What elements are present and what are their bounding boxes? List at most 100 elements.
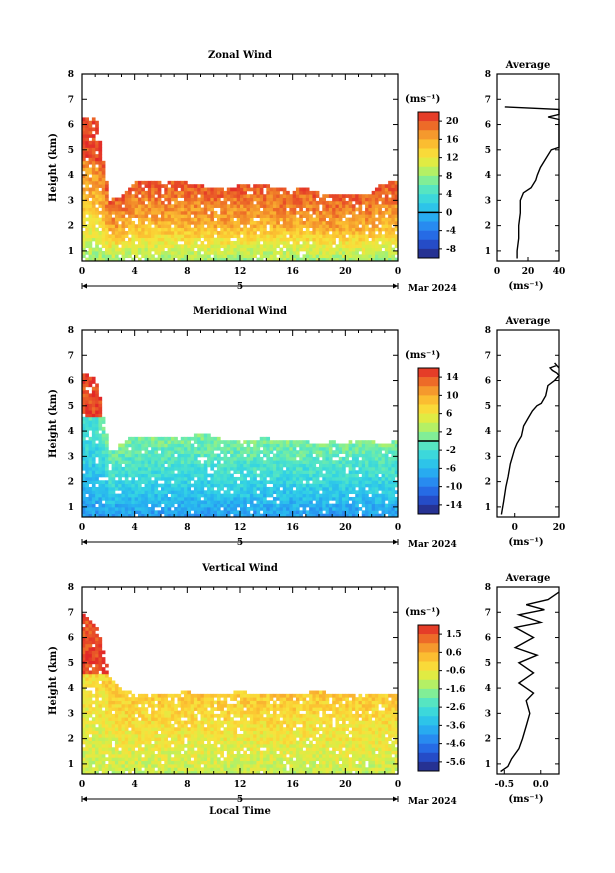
heatmap-cell — [355, 510, 359, 515]
heatmap-cell — [335, 506, 340, 511]
heatmap-cell — [266, 207, 271, 212]
heatmap-cell — [174, 194, 178, 198]
heatmap-cell — [223, 443, 228, 448]
heatmap-cell — [207, 224, 211, 229]
heatmap-cell — [91, 463, 96, 468]
heatmap-cell — [272, 214, 277, 218]
heatmap-cell — [193, 240, 198, 245]
heatmap-cell — [269, 466, 274, 471]
heatmap-cell — [95, 770, 99, 775]
heatmap-cell — [207, 433, 211, 438]
heatmap-cell — [210, 187, 215, 192]
heatmap-cell — [187, 473, 192, 478]
heatmap-cell — [91, 197, 96, 202]
heatmap-cell — [95, 406, 99, 411]
heatmap-cell — [279, 473, 284, 478]
heatmap-cell — [95, 490, 99, 495]
heatmap-cell — [263, 493, 267, 498]
heatmap-cell — [170, 466, 175, 471]
heatmap-cell — [118, 710, 122, 715]
heatmap-cell — [167, 207, 172, 212]
heatmap-cell — [111, 767, 116, 772]
heatmap-cell — [95, 140, 99, 145]
heatmap-cell — [325, 510, 330, 515]
heatmap-cell — [266, 463, 271, 468]
heatmap-cell — [259, 483, 264, 488]
heatmap-cell — [391, 240, 396, 245]
heatmap-cell — [95, 453, 99, 458]
heatmap-cell — [292, 446, 297, 451]
heatmap-cell — [134, 200, 139, 205]
heatmap-cell — [276, 240, 280, 245]
heatmap-cell — [144, 446, 149, 451]
heatmap-cell — [269, 493, 274, 498]
heatmap-cell — [371, 234, 376, 239]
heatmap-cell — [295, 230, 300, 235]
heatmap-cell — [240, 506, 244, 511]
heatmap-cell — [253, 244, 257, 249]
heatmap-cell — [243, 493, 247, 498]
heatmap-cell — [272, 510, 277, 515]
heatmap-cell — [345, 237, 350, 242]
heatmap-cell — [82, 643, 86, 648]
heatmap-cell — [391, 500, 396, 505]
heatmap-cell — [82, 247, 86, 252]
heatmap-cell — [322, 463, 326, 468]
heatmap-cell — [91, 510, 96, 515]
heatmap-cell — [309, 513, 313, 518]
heatmap-cell — [319, 237, 323, 242]
heatmap-cell — [85, 187, 89, 192]
heatmap-cell — [95, 763, 99, 768]
heatmap-cell — [210, 194, 215, 198]
heatmap-cell — [332, 254, 336, 259]
heatmap-cell — [207, 493, 211, 498]
heatmap-cell — [131, 453, 136, 458]
heatmap-cell — [282, 503, 287, 508]
heatmap-cell — [358, 443, 363, 448]
heatmap-cell — [114, 763, 119, 768]
heatmap-cell — [167, 234, 172, 239]
heatmap-cell — [95, 687, 99, 691]
heatmap-cell — [263, 440, 267, 444]
heatmap-cell — [144, 460, 149, 464]
heatmap-cell — [302, 466, 307, 471]
heatmap-cell — [355, 247, 359, 252]
heatmap-cell — [378, 190, 382, 195]
heatmap-cell — [85, 723, 89, 728]
heatmap-cell — [388, 217, 392, 222]
heatmap-cell — [98, 760, 103, 765]
heatmap-cell — [381, 217, 386, 222]
heatmap-cell — [147, 500, 152, 505]
heatmap-cell — [345, 194, 350, 198]
colorbar-segment — [418, 221, 439, 231]
heatmap-cell — [88, 476, 93, 481]
heatmap-cell — [388, 237, 392, 242]
heatmap-cell — [249, 480, 254, 485]
heatmap-cell — [207, 506, 211, 511]
heatmap-cell — [371, 217, 376, 222]
heatmap-cell — [197, 480, 201, 485]
heatmap-cell — [223, 500, 228, 505]
heatmap-cell — [144, 470, 149, 474]
heatmap-cell — [345, 493, 350, 498]
heatmap-cell — [167, 217, 172, 222]
heatmap-cell — [286, 510, 290, 515]
heatmap-cell — [114, 210, 119, 215]
heatmap-cell — [315, 190, 320, 195]
heatmap-cell — [299, 463, 303, 468]
heatmap-cell — [322, 230, 326, 235]
heatmap-cell — [216, 247, 221, 252]
heatmap-cell — [95, 767, 99, 772]
heatmap-cell — [240, 187, 244, 192]
heatmap-cell — [299, 500, 303, 505]
heatmap-cell — [338, 486, 343, 491]
heatmap-cell — [236, 200, 241, 205]
heatmap-cell — [95, 690, 99, 695]
heatmap-cell — [164, 227, 168, 232]
heatmap-cell — [134, 187, 139, 192]
heatmap-cell — [200, 247, 205, 252]
heatmap-cell — [82, 450, 86, 454]
heatmap-cell — [118, 463, 122, 468]
heatmap-cell — [361, 220, 366, 225]
heatmap-cell — [111, 207, 116, 212]
